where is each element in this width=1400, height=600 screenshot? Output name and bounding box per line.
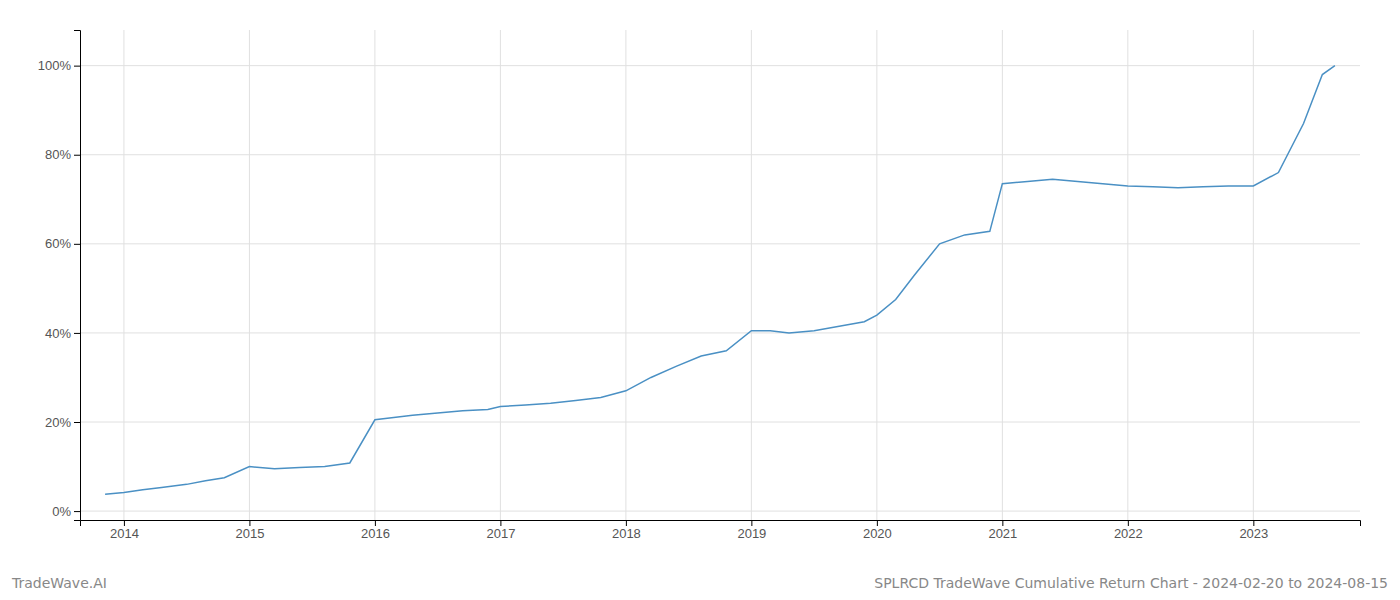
chart: 2014 2015 2016 2017 2018 2019 2020 2021 2022 2023… (0, 0, 1400, 600)
x-tick-mark (1253, 520, 1254, 526)
watermark: TradeWave.AI (11, 575, 107, 591)
x-tick: 2015 (235, 520, 264, 541)
grid-line (123, 30, 124, 520)
grid-line (249, 30, 250, 520)
x-tick-label: 2015 (235, 526, 264, 541)
grid-line (374, 30, 375, 520)
y-tick: 100% (38, 58, 80, 73)
x-tick: 2021 (988, 520, 1017, 541)
y-tick-mark (74, 333, 80, 334)
x-tick-mark (751, 520, 752, 526)
grid-line (625, 30, 626, 520)
grid-line (80, 511, 1360, 512)
x-tick-label: 2019 (737, 526, 766, 541)
grid-line (1127, 30, 1128, 520)
y-tick: 40% (45, 326, 80, 341)
x-tick-mark (375, 520, 376, 526)
grid (80, 30, 1360, 520)
y-tick-label: 100% (38, 58, 72, 73)
y-tick-label: 40% (45, 326, 71, 341)
grid-line (876, 30, 877, 520)
x-tick-mark (1002, 520, 1003, 526)
plot-area: 2014 2015 2016 2017 2018 2019 2020 2021 2022 2023… (38, 30, 1361, 541)
x-tick: 2019 (737, 520, 766, 541)
y-tick-label: 0% (52, 504, 71, 519)
y-tick-label: 80% (45, 147, 71, 162)
x-tick-label: 2018 (612, 526, 641, 541)
line (105, 66, 1335, 495)
x-tick: 2022 (1114, 520, 1143, 541)
x-tick-mark (500, 520, 501, 526)
x-tick-label: 2014 (110, 526, 139, 541)
grid-line (80, 243, 1360, 244)
x-tick-label: 2023 (1239, 526, 1268, 541)
grid-line (751, 30, 752, 520)
x-tick-mark (249, 520, 250, 526)
y-tick-mark (74, 155, 80, 156)
grid-line (80, 332, 1360, 333)
y-tick-label: 60% (45, 236, 71, 251)
x-tick-label: 2017 (486, 526, 515, 541)
y-tick: 80% (45, 147, 80, 162)
x-tick-mark (626, 520, 627, 526)
y-tick-mark (74, 66, 80, 67)
grid-line (80, 154, 1360, 155)
y-tick: 0% (52, 504, 80, 519)
grid-line (80, 65, 1360, 66)
marks (105, 66, 1335, 495)
grid-line (500, 30, 501, 520)
grid-line (80, 422, 1360, 423)
x-tick: 2023 (1239, 520, 1268, 541)
x-tick-mark (877, 520, 878, 526)
y-tick-label: 20% (45, 415, 71, 430)
y-tick-mark (74, 511, 80, 512)
x-tick-label: 2020 (863, 526, 892, 541)
y-tick: 20% (45, 415, 80, 430)
x-tick: 2018 (612, 520, 641, 541)
x-tick-mark (1128, 520, 1129, 526)
x-tick: 2014 (110, 520, 139, 541)
y-tick: 60% (45, 236, 80, 251)
x-tick: 2020 (863, 520, 892, 541)
x-tick: 2017 (486, 520, 515, 541)
title: SPLRCD TradeWave Cumulative Return Chart… (874, 575, 1388, 591)
x-axis-line (81, 521, 1361, 527)
x-tick-label: 2016 (361, 526, 390, 541)
x-tick-label: 2022 (1114, 526, 1143, 541)
x-axis: 2014 2015 2016 2017 2018 2019 2020 2021 2022 2023 (81, 520, 1361, 541)
x-tick-mark (124, 520, 125, 526)
y-tick-mark (74, 422, 80, 423)
grid-line (1002, 30, 1003, 520)
x-tick: 2016 (361, 520, 390, 541)
y-axis-line (74, 31, 81, 521)
y-tick-mark (74, 244, 80, 245)
grid-line (1253, 30, 1254, 520)
x-tick-label: 2021 (988, 526, 1017, 541)
y-axis: 0% 20% 40% 60% 80% 100% (38, 31, 81, 521)
